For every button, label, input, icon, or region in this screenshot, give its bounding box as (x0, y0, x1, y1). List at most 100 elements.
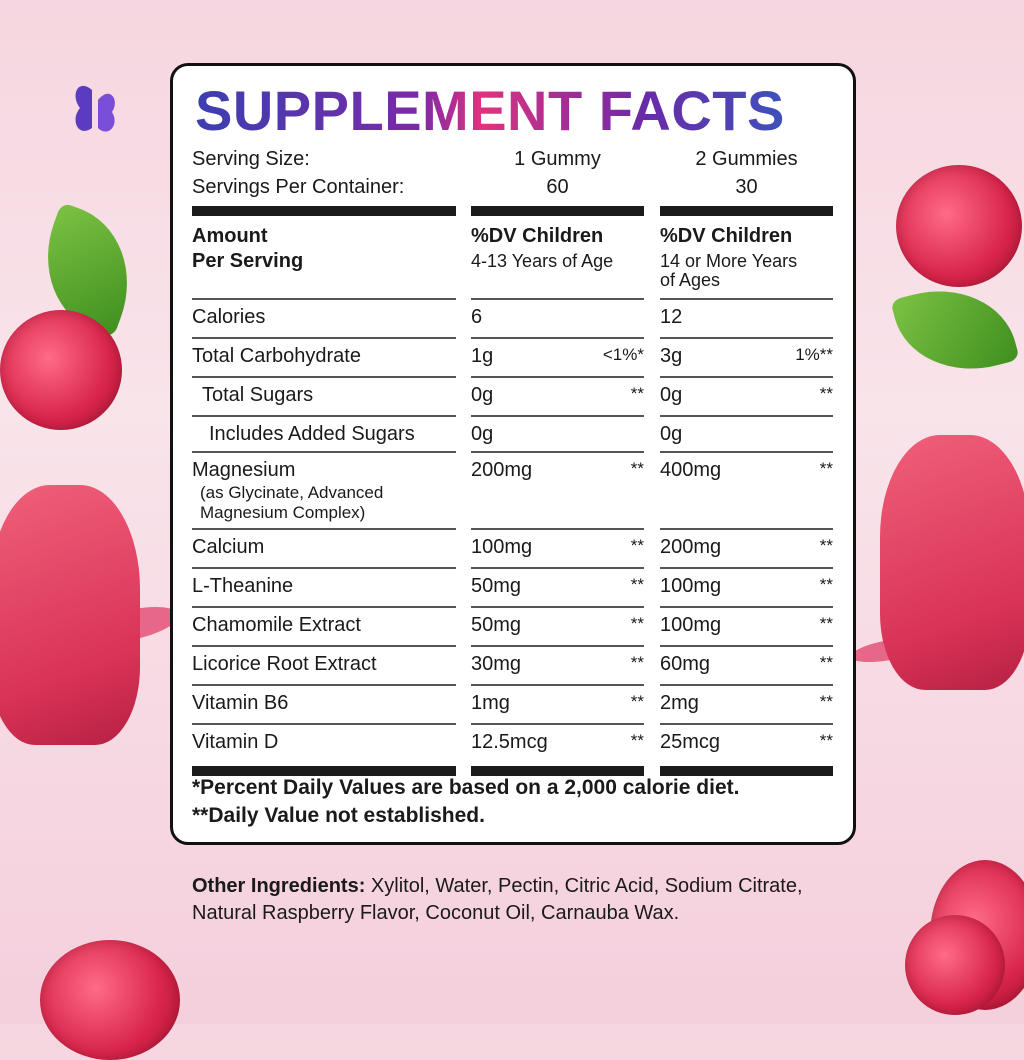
dv-col2: ** (819, 731, 833, 750)
amount-col1: 12.5mcg (471, 731, 548, 753)
raspberry-bottom-left (40, 940, 180, 1060)
other-ingredients: Other Ingredients: Xylitol, Water, Pecti… (192, 873, 832, 927)
row-divider (471, 451, 644, 453)
dv-col1: ** (630, 575, 644, 594)
servings-per-container-col2: 30 (735, 176, 758, 198)
amount-col1: 50mg (471, 614, 522, 636)
amount-col2: 2mg (660, 692, 699, 714)
dv-col1: <1%* (602, 345, 644, 364)
servings-per-container-label: Servings Per Container: (192, 176, 405, 198)
row-divider (660, 298, 833, 300)
amount-col1: 0g (471, 384, 494, 406)
dv-col2: ** (819, 692, 833, 711)
row-divider (471, 684, 644, 686)
row-divider (471, 415, 644, 417)
row-name: Chamomile Extract (192, 614, 361, 636)
raspberry-bottom-right-2 (905, 915, 1005, 1015)
row-divider (192, 451, 456, 453)
row-divider (660, 528, 833, 530)
row-subtext: (as Glycinate, Advanced (200, 483, 384, 502)
amount-col2: 0g (660, 384, 683, 406)
row-divider (471, 606, 644, 608)
supplement-facts-panel: SUPPLEMENT FACTS (170, 63, 856, 845)
row-divider (192, 298, 456, 300)
dv-col2: ** (819, 459, 833, 478)
row-divider (192, 528, 456, 530)
amount-col1: 6 (471, 306, 483, 328)
amount-col1: 30mg (471, 653, 522, 675)
dv-col2: ** (819, 614, 833, 633)
dv-col1: ** (630, 692, 644, 711)
dv-col1: ** (630, 653, 644, 672)
dv-col2: ** (819, 653, 833, 672)
panel-title: SUPPLEMENT FACTS (195, 78, 835, 143)
per-serving-header: Per Serving (192, 250, 304, 272)
dv-col1: ** (630, 614, 644, 633)
serving-size-label: Serving Size: (192, 148, 310, 170)
amount-col2: 200mg (660, 536, 722, 558)
row-divider (192, 684, 456, 686)
row-divider (192, 606, 456, 608)
amount-col1: 100mg (471, 536, 533, 558)
col1-subtitle: 4-13 Years of Age (471, 251, 614, 271)
amount-col2: 400mg (660, 459, 722, 481)
dv-col2: ** (819, 536, 833, 555)
dv-col2: ** (819, 384, 833, 403)
row-name: Magnesium (192, 459, 296, 481)
amount-col1: 200mg (471, 459, 533, 481)
leaf-right (890, 272, 1020, 388)
row-divider (471, 337, 644, 339)
row-divider (192, 723, 456, 725)
row-subtext: Magnesium Complex) (200, 503, 366, 522)
amount-col1: 0g (471, 423, 494, 445)
thick-divider (660, 766, 833, 776)
row-divider (660, 606, 833, 608)
dv-col1: ** (630, 731, 644, 750)
dv-col1: ** (630, 384, 644, 403)
row-name: Includes Added Sugars (209, 423, 415, 445)
row-divider (192, 645, 456, 647)
amount-header: Amount (192, 225, 268, 247)
row-name: L-Theanine (192, 575, 294, 597)
row-divider (192, 567, 456, 569)
row-divider (192, 415, 456, 417)
butterfly-icon (75, 85, 115, 132)
row-name: Calories (192, 306, 266, 328)
amount-col2: 60mg (660, 653, 711, 675)
row-name: Licorice Root Extract (192, 653, 377, 675)
row-divider (660, 451, 833, 453)
gummy-bear-left (0, 485, 140, 745)
thick-divider (660, 206, 833, 216)
row-divider (471, 528, 644, 530)
amount-col2: 100mg (660, 614, 722, 636)
dv-col1: ** (630, 536, 644, 555)
row-divider (471, 298, 644, 300)
row-divider (471, 567, 644, 569)
col1-title: %DV Children (471, 225, 604, 247)
amount-col2: 12 (660, 306, 683, 328)
other-ingredients-label: Other Ingredients: (192, 875, 366, 897)
servings-per-container-col1: 60 (546, 176, 569, 198)
amount-col2: 3g (660, 345, 683, 367)
row-name: Vitamin B6 (192, 692, 289, 714)
raspberry-right-top (896, 165, 1022, 287)
thick-divider (192, 766, 456, 776)
thick-divider (471, 206, 644, 216)
row-divider (192, 376, 456, 378)
footnote-percent-dv: *Percent Daily Values are based on a 2,0… (192, 776, 740, 799)
raspberry-left (0, 310, 122, 430)
thick-divider (192, 206, 456, 216)
amount-col2: 100mg (660, 575, 722, 597)
dv-col1: ** (630, 459, 644, 478)
col2-title: %DV Children (660, 225, 793, 247)
col2-subtitle: of Ages (660, 270, 721, 290)
row-divider (471, 376, 644, 378)
row-name: Vitamin D (192, 731, 279, 753)
dv-col2: ** (819, 575, 833, 594)
other-ingredients-text: Xylitol, Water, Pectin, Citric Acid, Sod… (192, 875, 803, 924)
amount-col2: 0g (660, 423, 683, 445)
gummy-bear-right (880, 435, 1024, 690)
row-divider (660, 376, 833, 378)
row-divider (660, 684, 833, 686)
footnote-dv-not-established: **Daily Value not established. (192, 804, 485, 827)
